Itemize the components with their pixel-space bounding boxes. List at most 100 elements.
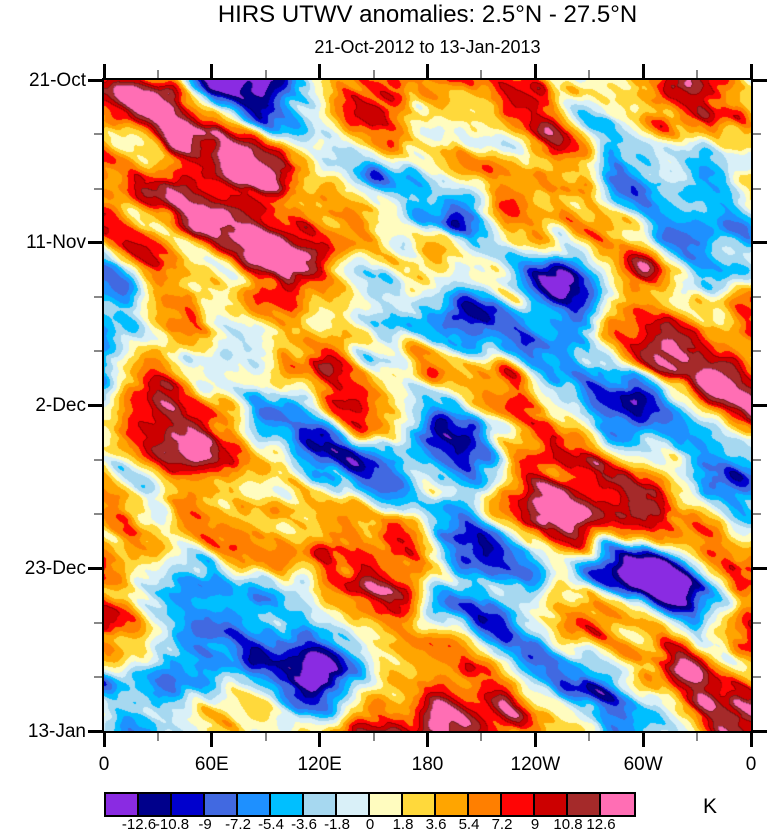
y-major-tick xyxy=(753,566,767,570)
colorbar-cell xyxy=(337,794,370,815)
x-minor-tick xyxy=(264,733,267,741)
y-major-tick xyxy=(88,78,102,82)
colorbar-cell xyxy=(271,794,304,815)
colorbar-tick-label: 0 xyxy=(365,816,375,830)
colorbar-tick-label: -10.8 xyxy=(154,816,190,830)
x-major-tick xyxy=(749,64,753,78)
x-major-tick xyxy=(210,733,214,747)
y-minor-tick xyxy=(94,187,102,190)
x-major-tick xyxy=(533,64,537,78)
colorbar-tick-label: -12.6 xyxy=(121,816,157,830)
y-minor-tick xyxy=(94,296,102,298)
x-major-tick xyxy=(426,64,429,78)
x-minor-tick xyxy=(480,70,483,78)
y-tick-label: 13-Jan xyxy=(27,720,86,742)
y-tick-label: 2-Dec xyxy=(35,395,86,416)
x-tick-label: 120W xyxy=(510,754,561,775)
x-tick-label: 0 xyxy=(745,754,757,775)
x-major-tick xyxy=(102,733,106,747)
y-tick-label: 21-Oct xyxy=(28,69,86,91)
x-major-tick xyxy=(318,733,322,747)
y-minor-tick xyxy=(94,133,102,136)
colorbar-tick-label: -5.4 xyxy=(258,816,284,830)
x-minor-tick xyxy=(156,733,159,741)
x-major-tick xyxy=(318,64,322,78)
x-minor-tick xyxy=(696,70,699,78)
colorbar-cell xyxy=(238,794,271,815)
colorbar-unit-label: K xyxy=(702,795,717,818)
x-major-tick xyxy=(749,733,753,747)
colorbar-cell xyxy=(106,794,139,815)
y-tick-label: 23-Dec xyxy=(24,557,86,579)
x-major-tick xyxy=(102,64,106,78)
y-minor-tick xyxy=(94,458,102,461)
x-tick-label: 0 xyxy=(98,754,110,775)
y-major-tick xyxy=(753,404,767,407)
y-minor-tick xyxy=(753,133,761,136)
x-minor-tick xyxy=(156,70,159,78)
y-minor-tick xyxy=(94,350,102,353)
colorbar-cell xyxy=(403,794,436,815)
y-minor-tick xyxy=(753,513,761,515)
y-minor-tick xyxy=(753,675,761,678)
y-major-tick xyxy=(753,729,767,733)
colorbar-tick-label: 3.6 xyxy=(425,816,447,830)
y-major-tick xyxy=(88,566,102,570)
x-major-tick xyxy=(641,733,645,747)
colorbar-cell xyxy=(205,794,238,815)
colorbar-cell xyxy=(535,794,568,815)
chart-subtitle: 21-Oct-2012 to 13-Jan-2013 xyxy=(314,37,541,57)
y-minor-tick xyxy=(753,458,761,461)
x-tick-label: 60E xyxy=(194,754,229,775)
y-major-tick xyxy=(753,78,767,82)
y-minor-tick xyxy=(753,621,761,624)
colorbar-tick-label: 10.8 xyxy=(553,816,583,830)
y-major-tick xyxy=(753,241,767,245)
y-major-tick xyxy=(88,404,102,407)
colorbar-cell xyxy=(502,794,535,815)
plot-frame xyxy=(102,78,753,733)
y-major-tick xyxy=(88,241,102,245)
y-minor-tick xyxy=(753,296,761,298)
colorbar-cell xyxy=(436,794,469,815)
x-minor-tick xyxy=(588,70,591,78)
x-tick-label: 180 xyxy=(411,754,444,775)
x-major-tick xyxy=(641,64,645,78)
x-major-tick xyxy=(533,733,537,747)
colorbar-tick-label: -7.2 xyxy=(225,816,251,830)
x-minor-tick xyxy=(372,733,375,741)
y-minor-tick xyxy=(753,350,761,353)
colorbar-tick-label: -1.8 xyxy=(324,816,350,830)
x-minor-tick xyxy=(372,70,375,78)
colorbar-tick-label: 1.8 xyxy=(392,816,414,830)
y-minor-tick xyxy=(94,513,102,515)
colorbar-tick-label: 9 xyxy=(530,816,540,830)
y-minor-tick xyxy=(94,675,102,678)
colorbar-tick-label: 7.2 xyxy=(491,816,513,830)
y-tick-label: 11-Nov xyxy=(26,232,86,254)
x-minor-tick xyxy=(480,733,483,741)
x-tick-label: 120E xyxy=(297,754,342,775)
x-minor-tick xyxy=(588,733,591,741)
x-major-tick xyxy=(210,64,214,78)
colorbar-cell xyxy=(139,794,172,815)
colorbar-cell xyxy=(601,794,634,815)
x-minor-tick xyxy=(264,70,267,78)
y-minor-tick xyxy=(94,621,102,624)
colorbar-cell xyxy=(370,794,403,815)
x-tick-label: 60W xyxy=(623,754,663,775)
y-minor-tick xyxy=(753,187,761,190)
colorbar xyxy=(104,792,636,817)
colorbar-cell xyxy=(304,794,337,815)
colorbar-tick-label: 12.6 xyxy=(586,816,616,830)
hovmoller-plot-canvas xyxy=(104,80,751,731)
colorbar-cell xyxy=(469,794,502,815)
x-major-tick xyxy=(426,733,429,747)
chart-title: HIRS UTWV anomalies: 2.5°N - 27.5°N xyxy=(217,1,638,28)
colorbar-cell xyxy=(568,794,601,815)
x-minor-tick xyxy=(696,733,699,741)
colorbar-tick-label: -9 xyxy=(198,816,212,830)
colorbar-tick-label: 5.4 xyxy=(458,816,480,830)
colorbar-tick-label: -3.6 xyxy=(291,816,317,830)
